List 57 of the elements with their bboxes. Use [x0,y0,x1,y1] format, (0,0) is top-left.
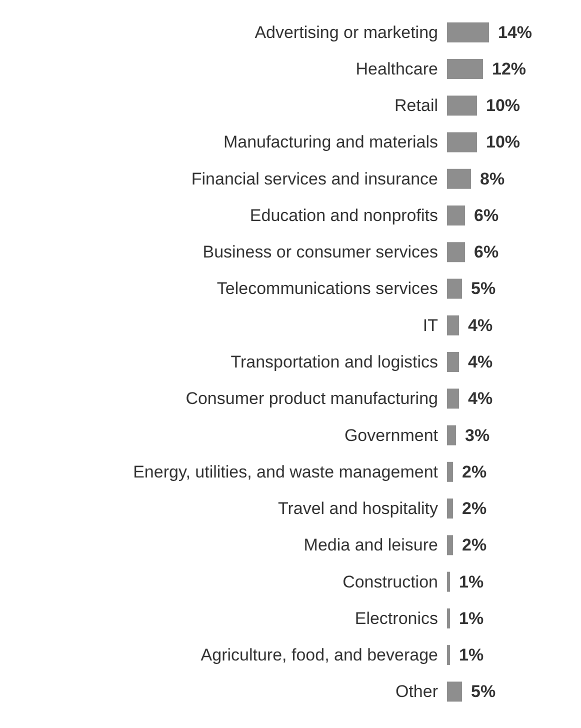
y-tick-label: Business or consumer services [202,242,438,262]
bar [447,608,450,628]
data-label: 10% [486,132,520,152]
y-tick-label: Financial services and insurance [191,169,438,188]
data-label: 10% [486,96,520,116]
y-tick-label: Education and nonprofits [250,206,438,225]
data-label: 5% [471,279,496,298]
y-tick-label: Energy, utilities, and waste management [133,462,438,482]
bar [447,168,471,189]
data-label: 6% [474,242,499,262]
data-label: 4% [468,316,493,335]
bar [447,498,453,519]
data-label: 1% [459,572,484,592]
data-label: 2% [462,536,487,555]
bar [447,682,462,702]
data-label: 2% [462,499,487,518]
bar [447,535,453,556]
data-label: 12% [492,59,526,78]
data-label: 5% [471,682,496,702]
data-label: 4% [468,389,493,408]
y-tick-label: Retail [394,96,438,116]
data-label: 1% [459,608,484,628]
y-tick-label: Consumer product manufacturing [186,389,438,408]
y-tick-label: Government [344,426,438,445]
data-label: 8% [480,169,505,188]
bar [447,315,459,336]
bar [447,205,465,226]
bar [447,58,483,79]
data-label: 2% [462,462,487,482]
y-tick-label: Manufacturing and materials [223,132,438,152]
data-label: 14% [498,22,532,42]
y-tick-label: Travel and hospitality [278,499,438,518]
y-tick-label: Media and leisure [304,536,438,555]
bar [447,132,477,152]
data-label: 3% [465,426,490,445]
bar [447,352,459,372]
bar [447,242,465,262]
bar [447,645,450,666]
y-tick-label: Other [395,682,438,702]
bar [447,425,456,446]
bar [447,96,477,116]
y-tick-label: Telecommunications services [216,279,438,298]
data-label: 4% [468,352,493,372]
data-label: 6% [474,206,499,225]
data-label: 1% [459,646,484,665]
y-tick-label: Healthcare [356,59,438,78]
bar [447,388,459,409]
y-tick-label: IT [422,316,438,335]
y-tick-label: Construction [342,572,438,592]
y-tick-label: Advertising or marketing [254,22,438,42]
y-tick-label: Agriculture, food, and beverage [200,646,438,665]
y-tick-label: Electronics [354,608,438,628]
bar [447,278,462,299]
y-tick-label: Transportation and logistics [230,352,438,372]
bar [447,462,453,482]
bar [447,572,450,592]
bar [447,22,489,42]
